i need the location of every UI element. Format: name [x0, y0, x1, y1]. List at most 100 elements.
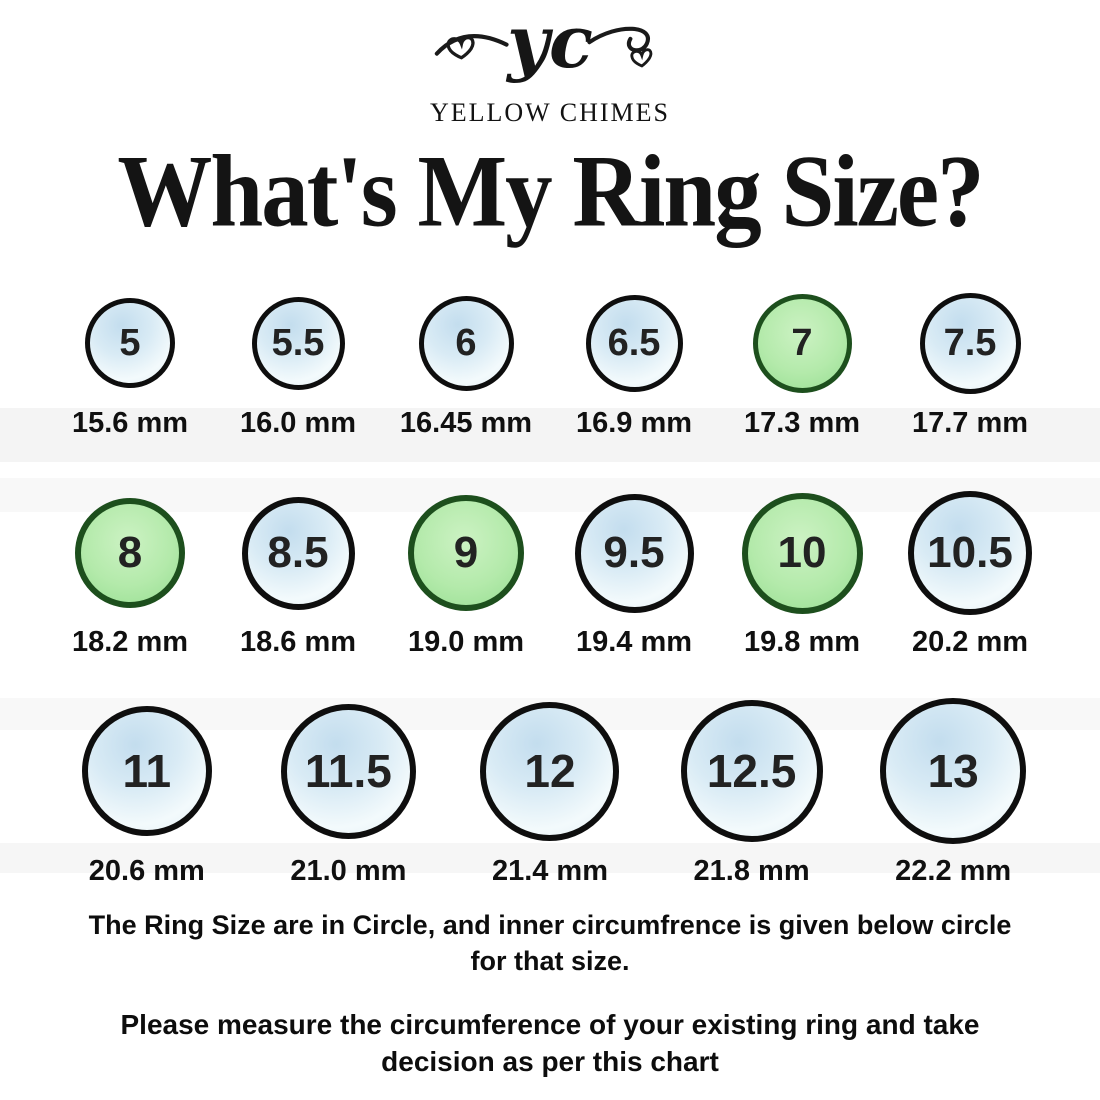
ring-size-number: 6.5: [607, 321, 661, 364]
ring-size-number: 8: [117, 528, 143, 577]
ring-size-row-2: 8 18.2 mm 8.5 18.6 mm 9 19.0 mm 9.5 19.4 mm 10 19…: [46, 488, 1054, 659]
ring-circle-5.5: 5.5: [251, 296, 345, 390]
circle-area: 13: [880, 695, 1027, 847]
circle-area: 5.5: [251, 287, 345, 399]
ring-circle-12.5: 12.5: [680, 700, 823, 842]
circle-area: 10.5: [908, 488, 1032, 618]
ring-circumference-label: 16.9 mm: [575, 407, 693, 439]
ring-size-cell-12: 12 21.4 mm: [449, 695, 651, 888]
ring-size-number: 9.5: [603, 528, 665, 577]
ring-size-number: 12.5: [706, 745, 797, 797]
circle-area: 7.5: [919, 287, 1021, 399]
circle-area: 6: [418, 287, 514, 399]
ring-circumference-label: 16.45 mm: [399, 407, 533, 439]
ring-size-cell-5.5: 5.5 16.0 mm: [214, 287, 382, 440]
ring-circumference-label: 18.2 mm: [71, 626, 189, 658]
ring-circle-7: 7: [752, 293, 852, 393]
circle-area: 9.5: [574, 488, 694, 618]
circle-area: 10: [741, 488, 863, 618]
ring-size-number: 9: [453, 528, 479, 577]
ring-size-cell-8.5: 8.5 18.6 mm: [214, 488, 382, 659]
ring-circle-11.5: 11.5: [280, 703, 416, 839]
page-title: What's My Ring Size?: [117, 133, 984, 248]
ring-size-cell-11.5: 11.5 21.0 mm: [248, 695, 450, 888]
heart-icon: [446, 36, 475, 60]
chart-explanation-note: The Ring Size are in Circle, and inner c…: [88, 910, 1012, 976]
circle-area: 11.5: [280, 695, 416, 847]
ring-size-cell-9: 9 19.0 mm: [382, 488, 550, 659]
ring-size-number: 10: [777, 528, 827, 577]
ring-circle-9: 9: [408, 495, 524, 611]
ring-size-number: 5.5: [271, 321, 325, 364]
ring-circle-8: 8: [75, 498, 185, 608]
circle-area: 11: [81, 695, 212, 847]
ring-circle-12: 12: [480, 701, 620, 841]
footer-notes: The Ring Size are in Circle, and inner c…: [0, 908, 1100, 1081]
ring-size-cell-9.5: 9.5 19.4 mm: [550, 488, 718, 659]
ring-size-cell-7: 7 17.3 mm: [718, 287, 886, 440]
circle-area: 9: [408, 488, 524, 618]
ring-size-number: 10.5: [927, 528, 1013, 577]
ring-size-number: 12: [524, 745, 576, 797]
ring-circumference-label: 16.0 mm: [239, 407, 357, 439]
ring-size-number: 11: [122, 745, 172, 797]
ring-size-number: 7.5: [943, 321, 997, 364]
ring-size-cell-8: 8 18.2 mm: [46, 488, 214, 659]
ring-circumference-label: 20.6 mm: [88, 855, 205, 887]
ring-circle-5: 5: [85, 298, 175, 388]
ring-circumference-label: 21.8 mm: [693, 855, 810, 887]
ring-circumference-label: 19.4 mm: [575, 626, 693, 658]
circle-area: 6.5: [585, 287, 683, 399]
circle-area: 12: [480, 695, 620, 847]
circle-area: 12.5: [680, 695, 823, 847]
heart-icon: [630, 48, 653, 68]
ring-size-number: 13: [927, 745, 979, 797]
measurement-instruction-note: Please measure the circumference of your…: [120, 1009, 980, 1078]
ring-size-cell-7.5: 7.5 17.7 mm: [886, 287, 1054, 440]
ring-size-cell-10.5: 10.5 20.2 mm: [886, 488, 1054, 659]
brand-logo: yc: [434, 6, 653, 85]
ring-size-row-3: 11 20.6 mm 11.5 21.0 mm 12 21.4 mm 12.5 21.8 mm…: [46, 695, 1054, 888]
ring-size-number: 5: [119, 321, 141, 364]
circle-area: 8: [75, 488, 185, 618]
circle-area: 8.5: [241, 488, 355, 618]
ring-circle-11: 11: [81, 706, 212, 836]
ring-circumference-label: 19.0 mm: [407, 626, 525, 658]
ring-size-number: 11.5: [304, 745, 392, 797]
ring-size-cell-12.5: 12.5 21.8 mm: [651, 695, 853, 888]
ring-size-grid: 5 15.6 mm 5.5 16.0 mm 6 16.45 mm 6.5 16.9 mm 7 17…: [0, 287, 1100, 888]
ring-circumference-label: 17.7 mm: [911, 407, 1029, 439]
ring-circumference-label: 20.2 mm: [911, 626, 1029, 658]
ring-circle-8.5: 8.5: [241, 496, 355, 610]
ring-size-cell-6.5: 6.5 16.9 mm: [550, 287, 718, 440]
ring-circumference-label: 21.0 mm: [290, 855, 407, 887]
ring-size-number: 6: [455, 321, 477, 364]
ring-size-cell-11: 11 20.6 mm: [46, 695, 248, 888]
circle-area: 7: [752, 287, 852, 399]
ring-circumference-label: 19.8 mm: [743, 626, 861, 658]
brand-header: yc YELLOW CHIMES: [0, 0, 1100, 128]
ring-circle-10.5: 10.5: [908, 491, 1032, 615]
ring-size-cell-13: 13 22.2 mm: [852, 695, 1054, 888]
ring-size-number: 8.5: [267, 528, 329, 577]
ring-size-cell-6: 6 16.45 mm: [382, 287, 550, 440]
ring-size-row-1: 5 15.6 mm 5.5 16.0 mm 6 16.45 mm 6.5 16.9 mm 7 17…: [46, 287, 1054, 440]
ring-circumference-label: 22.2 mm: [895, 855, 1012, 887]
ring-circle-13: 13: [880, 698, 1027, 844]
ring-circumference-label: 17.3 mm: [743, 407, 861, 439]
logo-yc-text: yc: [505, 6, 593, 85]
ring-circumference-label: 15.6 mm: [71, 407, 189, 439]
ring-circle-6.5: 6.5: [585, 294, 683, 392]
ring-size-cell-10: 10 19.8 mm: [718, 488, 886, 659]
ring-circle-10: 10: [741, 492, 863, 614]
ring-size-number: 7: [791, 321, 813, 364]
ring-circle-6: 6: [418, 295, 514, 391]
ring-size-cell-5: 5 15.6 mm: [46, 287, 214, 440]
logo-right-flourish: [587, 26, 650, 53]
ring-circle-7.5: 7.5: [919, 292, 1021, 394]
ring-circle-9.5: 9.5: [574, 493, 694, 613]
circle-area: 5: [85, 287, 175, 399]
ring-circumference-label: 21.4 mm: [491, 855, 609, 887]
brand-name: YELLOW CHIMES: [429, 98, 670, 127]
